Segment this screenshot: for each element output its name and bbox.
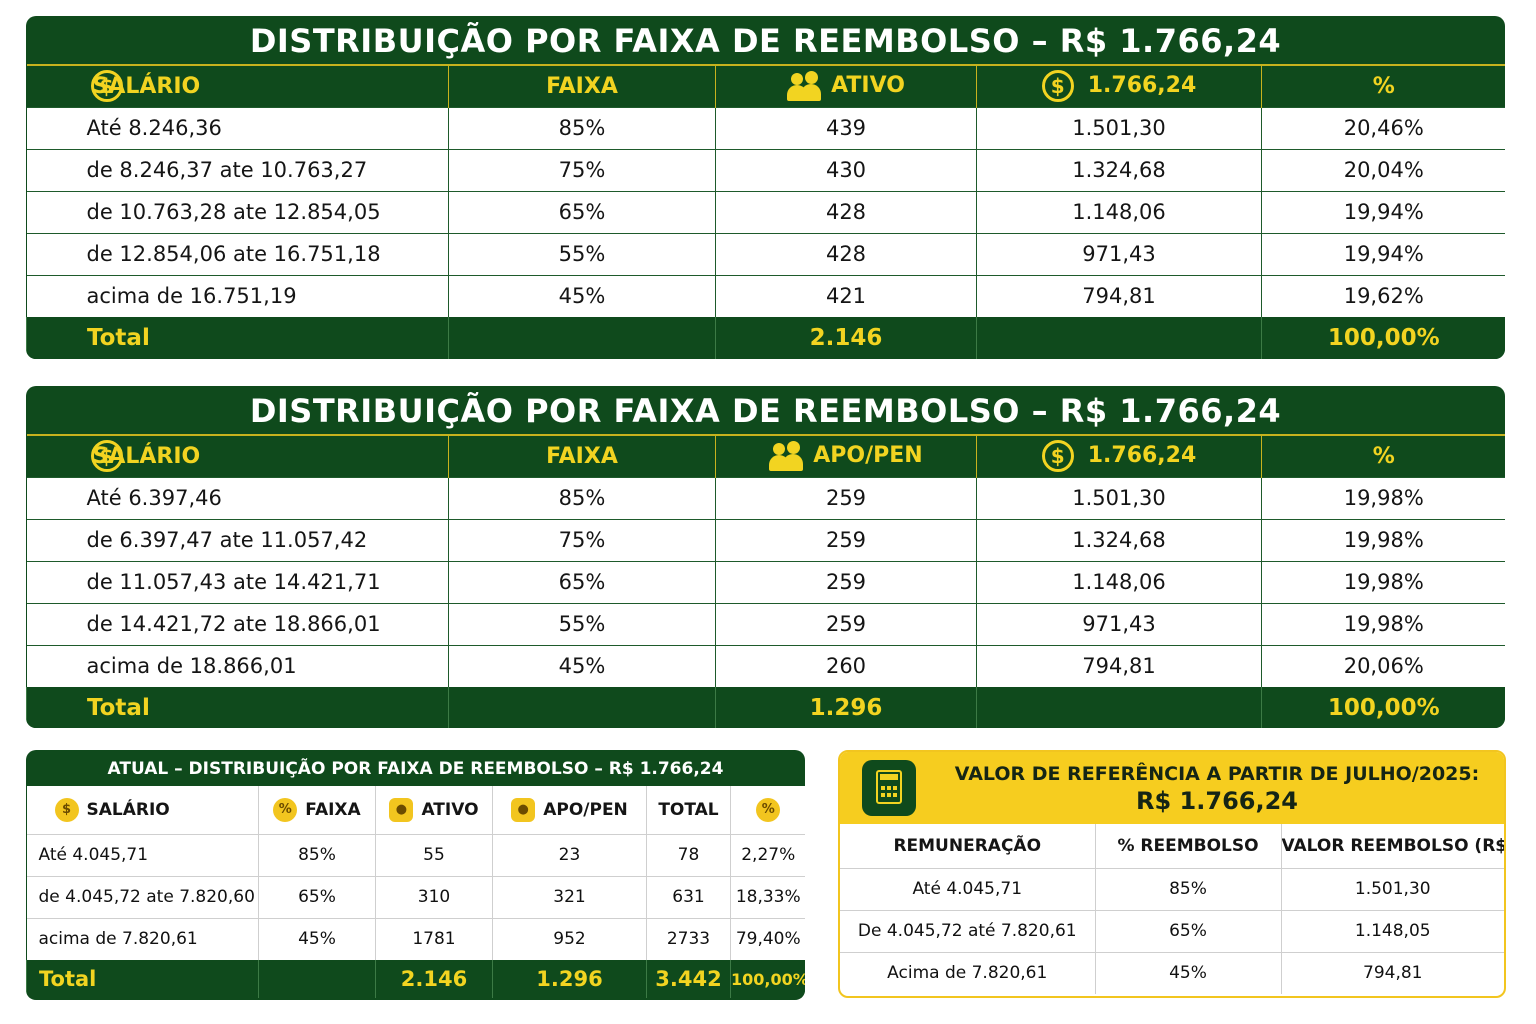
table-row: Até 8.246,36 85% 439 1.501,30 20,46% xyxy=(26,106,1505,149)
table-row: de 8.246,37 ate 10.763,27 75% 430 1.324,68 2… xyxy=(26,148,1505,191)
reference-table: REMUNERAÇÃO% REEMBOLSO VALOR REEMBOLSO (R… xyxy=(840,824,1504,994)
table-atual-panel: ATUAL – DISTRIBUIÇÃO POR FAIXA DE REEMBO… xyxy=(26,750,805,1000)
reference-title: VALOR DE REFERÊNCIA A PARTIR DE JULHO/20… xyxy=(930,762,1504,816)
dollar-coin-icon: $ xyxy=(1041,70,1074,103)
header-apopen: APO/PEN xyxy=(715,435,977,477)
table-ativo-title: DISTRIBUIÇÃO POR FAIXA DE REEMBOLSO – R$… xyxy=(249,22,1282,60)
table-ativo: $ SALÁRIO FAIXA ATIVO $1.766,24 % Até 8.2… xyxy=(26,64,1505,359)
table-row: Até 6.397,46 85% 259 1.501,30 19,98% xyxy=(26,476,1505,519)
dollar-coin-icon: $ xyxy=(1041,440,1074,473)
header-ativo: ATIVO xyxy=(715,65,977,107)
percent-icon: % xyxy=(756,797,781,822)
total-row: Total 2.146 100,00% xyxy=(26,317,1505,359)
percent-icon: % xyxy=(273,797,298,822)
header-salario: $ SALÁRIO xyxy=(26,435,449,477)
table-row: acima de 7.820,61 45% 1781 952 2733 79,40% xyxy=(26,917,805,960)
table-header-row: REMUNERAÇÃO% REEMBOLSO VALOR REEMBOLSO (R… xyxy=(840,824,1504,868)
header-percent: % xyxy=(1261,65,1505,107)
table-row: de 12.854,06 ate 16.751,18 55% 428 971,43 19… xyxy=(26,232,1505,275)
dollar-coin-icon: $ xyxy=(90,440,123,472)
table-apopen: $ SALÁRIO FAIXA APO/PEN $1.766,24 % Até 6… xyxy=(26,434,1505,728)
table-ativo-panel: DISTRIBUIÇÃO POR FAIXA DE REEMBOLSO – R$… xyxy=(26,16,1505,359)
header-valor: $1.766,24 xyxy=(976,435,1262,477)
table-row: de 11.057,43 ate 14.421,71 65% 259 1.148,06… xyxy=(26,560,1505,603)
total-row: Total 1.296 100,00% xyxy=(26,687,1505,728)
table-row: acima de 16.751,19 45% 421 794,81 19,62% xyxy=(26,274,1505,317)
person-icon: ● xyxy=(511,797,536,822)
dollar-coin-icon: $ xyxy=(54,797,79,822)
table-row: de 14.421,72 ate 18.866,01 55% 259 971,43 19… xyxy=(26,602,1505,645)
header-percent: % xyxy=(1261,435,1505,477)
total-row: Total 2.146 1.296 3.442 100,00% xyxy=(26,960,805,998)
header-salario: $ SALÁRIO xyxy=(26,786,259,834)
person-icon: ● xyxy=(389,797,414,822)
table-apopen-title: DISTRIBUIÇÃO POR FAIXA DE REEMBOLSO – R$… xyxy=(249,392,1282,430)
table-row: Acima de 7.820,61 45% 794,81 xyxy=(840,951,1504,994)
people-icon xyxy=(769,441,804,472)
calculator-icon xyxy=(862,760,916,816)
header-total: TOTAL xyxy=(646,786,731,834)
header-valor: $1.766,24 xyxy=(976,65,1262,107)
dollar-coin-icon: $ xyxy=(90,70,123,102)
header-faixa: % FAIXA xyxy=(258,786,376,834)
header-percent: % xyxy=(730,786,805,834)
reference-value: R$ 1.766,24 xyxy=(1136,787,1298,815)
table-row: Até 4.045,71 85% 55 23 78 2,27% xyxy=(26,833,805,876)
reference-panel: VALOR DE REFERÊNCIA A PARTIR DE JULHO/20… xyxy=(838,750,1506,998)
table-header-row: $ SALÁRIO % FAIXA ● ATIVO ● APO/PEN TOTAL % xyxy=(26,786,805,834)
table-row: de 10.763,28 ate 12.854,05 65% 428 1.148,06… xyxy=(26,190,1505,233)
table-row: De 4.045,72 até 7.820,61 65% 1.148,05 xyxy=(840,909,1504,952)
table-row: Até 4.045,71 85% 1.501,30 xyxy=(840,867,1504,910)
header-ativo: ● ATIVO xyxy=(375,786,493,834)
reference-header: VALOR DE REFERÊNCIA A PARTIR DE JULHO/20… xyxy=(840,752,1504,824)
table-row: acima de 18.866,01 45% 260 794,81 20,06% xyxy=(26,644,1505,687)
table-row: de 6.397,47 ate 11.057,42 75% 259 1.324,68 1… xyxy=(26,518,1505,561)
table-atual-title: ATUAL – DISTRIBUIÇÃO POR FAIXA DE REEMBO… xyxy=(107,759,724,779)
table-header-row: $ SALÁRIO FAIXA ATIVO $1.766,24 % xyxy=(26,65,1505,107)
header-salario: $ SALÁRIO xyxy=(26,65,449,107)
table-row: de 4.045,72 ate 7.820,60 65% 310 321 631 18,3… xyxy=(26,875,805,918)
table-apopen-panel: DISTRIBUIÇÃO POR FAIXA DE REEMBOLSO – R$… xyxy=(26,386,1505,728)
header-faixa: FAIXA xyxy=(448,435,716,477)
header-faixa: FAIXA xyxy=(448,65,716,107)
table-atual: $ SALÁRIO % FAIXA ● ATIVO ● APO/PEN TOTAL % … xyxy=(26,786,805,998)
table-header-row: $ SALÁRIO FAIXA APO/PEN $1.766,24 % xyxy=(26,435,1505,477)
people-icon xyxy=(787,71,822,102)
header-apopen: ● APO/PEN xyxy=(492,786,647,834)
